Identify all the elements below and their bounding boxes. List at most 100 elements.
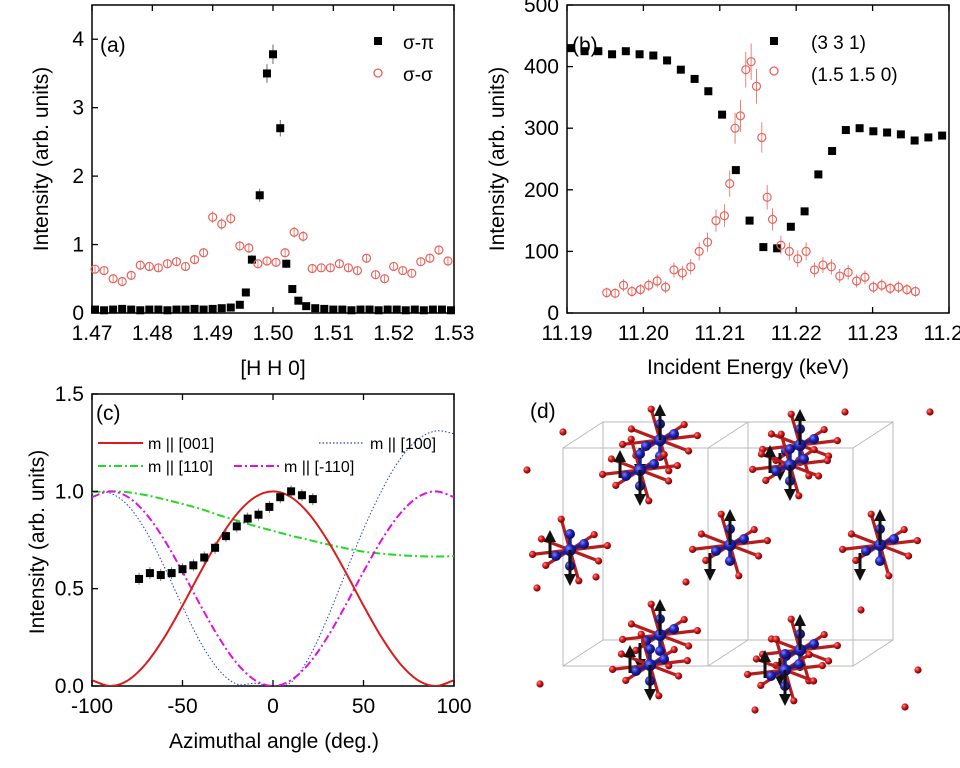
panel-c-label: (c) <box>96 402 121 425</box>
panel-b-ylabel: Intensity (arb. units) <box>486 67 509 251</box>
point-0-6 <box>649 51 658 60</box>
o-atom-10-6 <box>744 670 752 679</box>
point-1-4 <box>126 270 136 280</box>
o-atom-7-4 <box>647 600 655 608</box>
point-0-35 <box>868 282 878 292</box>
isolated-o-atom-5 <box>592 573 600 581</box>
o-atom-1-4 <box>627 435 635 443</box>
isolated-o-atom-3 <box>926 408 934 416</box>
point-1-13 <box>208 212 218 222</box>
o-atom-6-5 <box>885 572 893 580</box>
o-atom-5-0 <box>697 530 706 538</box>
bond-red-1-7 <box>639 464 678 472</box>
point-0-22 <box>762 192 772 202</box>
point-0-6 <box>145 305 154 314</box>
legend-1515-marker <box>769 66 779 76</box>
o-atom-4-5 <box>575 577 583 585</box>
bond-red-2-7 <box>799 439 838 447</box>
o-atom-8-5 <box>655 692 663 700</box>
point-0-21 <box>855 124 864 133</box>
o-atom-3-0 <box>757 450 766 458</box>
cell-connector-3 <box>562 639 604 667</box>
data-point-8 <box>221 532 230 541</box>
data-point-15 <box>297 491 306 500</box>
o-atom-4-1 <box>595 557 603 565</box>
o-atom-0-0 <box>627 425 636 433</box>
point-0-41 <box>437 305 446 314</box>
o-atom-5-3 <box>750 526 758 534</box>
bond-red-0-6 <box>622 438 661 446</box>
legend-331-label: (3 3 1) <box>811 33 866 54</box>
panel-b-frame <box>566 4 950 314</box>
isolated-o-atom-2 <box>841 408 849 416</box>
point-0-10 <box>181 305 190 314</box>
curve-m-001- <box>92 490 454 686</box>
point-1-1 <box>99 265 109 276</box>
legend-sigma-sigma-label: σ-σ <box>403 65 433 86</box>
point-0-3 <box>627 286 637 297</box>
point-0-26 <box>302 302 311 311</box>
o-atom-5-5 <box>735 572 743 580</box>
o-atom-1-5 <box>645 497 653 505</box>
panel-c-ylabel: Intensity (arb. units) <box>26 450 49 634</box>
o-atom-0-7 <box>693 432 702 440</box>
point-1-3 <box>117 276 127 287</box>
ir-atom-6-1 <box>889 534 899 544</box>
point-0-26 <box>924 133 933 142</box>
point-0-19 <box>828 146 837 155</box>
point-1-11 <box>189 255 200 265</box>
point-0-14 <box>217 304 226 313</box>
o-atom-10-1 <box>810 677 818 685</box>
point-0-16 <box>730 123 740 133</box>
y-tick-label-b-3: 300 <box>524 117 559 140</box>
o-atom-10-3 <box>805 651 813 659</box>
point-0-19 <box>255 191 264 200</box>
o-atom-6-4 <box>867 510 875 518</box>
bond-red-6-6 <box>842 543 881 551</box>
o-atom-10-7 <box>818 662 827 670</box>
ir-atom-7-1 <box>669 624 679 634</box>
x-tick-label-b-1: 11.20 <box>618 322 669 345</box>
o-atom-7-6 <box>619 635 627 644</box>
point-0-34 <box>860 272 870 282</box>
ir-atom-3-2 <box>785 444 795 454</box>
cell-connector-0 <box>562 421 604 449</box>
x-tick-label-b-4: 11.23 <box>847 322 898 345</box>
point-0-25 <box>294 296 303 305</box>
point-0-34 <box>374 306 383 315</box>
x-tick-label-b-0: 11.19 <box>542 322 593 345</box>
o-atom-3-3 <box>810 446 818 454</box>
octahedral-cluster-6 <box>839 509 922 581</box>
o-atom-0-4 <box>647 405 655 413</box>
o-atom-7-7 <box>693 627 702 635</box>
legend-100-label: m || [100] <box>370 436 436 453</box>
o-atom-9-4 <box>787 615 795 623</box>
point-1-21 <box>280 248 290 258</box>
curve-m-110- <box>92 490 454 686</box>
point-0-0 <box>566 44 575 53</box>
o-atom-4-6 <box>529 550 537 559</box>
point-0-39 <box>902 284 912 295</box>
panel-b-legend: (3 3 1) (1.5 1.5 0) <box>769 33 898 86</box>
data-point-3 <box>167 569 176 578</box>
point-0-2 <box>618 280 629 290</box>
o-atom-9-1 <box>825 657 833 665</box>
bond-red-9-7 <box>799 644 838 652</box>
o-atom-5-2 <box>702 556 710 565</box>
point-0-28 <box>809 265 820 275</box>
point-1-23 <box>298 231 308 241</box>
x-tick-label-a-6: 1.53 <box>434 322 475 345</box>
o-atom-3-2 <box>762 476 770 484</box>
o-atom-3-5 <box>795 492 803 500</box>
ir-atom-3-0 <box>771 466 781 476</box>
point-1-18 <box>253 259 263 269</box>
data-point-9 <box>232 522 241 531</box>
point-0-3 <box>118 304 127 313</box>
o-atom-2-0 <box>767 430 776 438</box>
o-atom-8-6 <box>609 665 617 674</box>
point-0-20 <box>751 81 762 91</box>
data-point-13 <box>276 493 285 502</box>
point-1-35 <box>407 268 417 278</box>
ir-atom-3-1 <box>799 454 809 464</box>
o-atom-3-6 <box>749 465 757 473</box>
